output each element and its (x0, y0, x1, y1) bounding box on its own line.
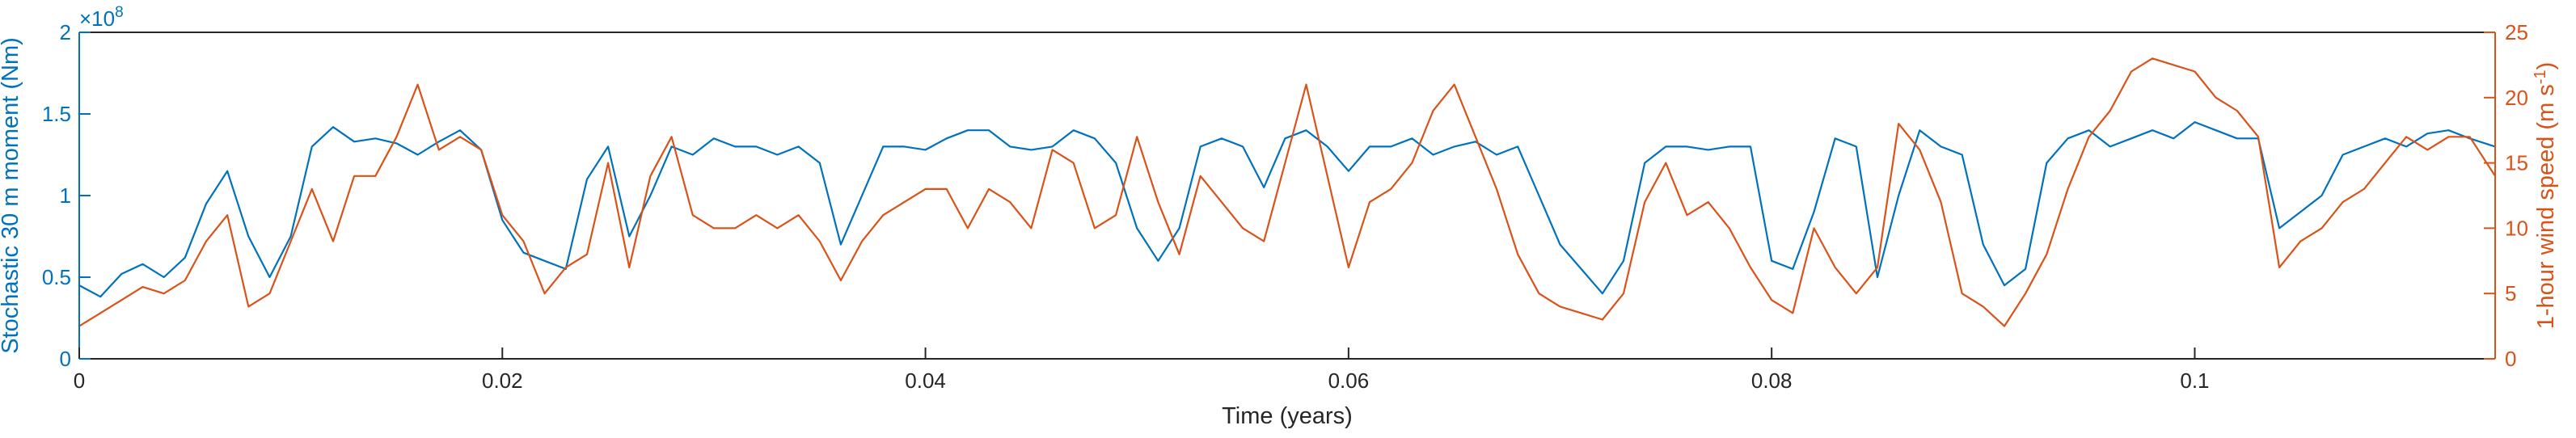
right-y-axis-label-suffix: ) (2533, 62, 2559, 70)
left-y-tick-label: 1.5 (42, 102, 71, 126)
right-y-axis-label-main: 1-hour wind speed (m s (2533, 84, 2559, 329)
left-y-tick-label: 2 (60, 20, 71, 44)
x-tick-label: 0.04 (905, 369, 946, 393)
x-tick-label: 0.02 (482, 369, 523, 393)
x-tick-label: 0.08 (1751, 369, 1793, 393)
axes-layer (78, 32, 2496, 360)
x-tick-label: 0.1 (2180, 369, 2209, 393)
right-y-axis-label-superscript: -1 (2532, 69, 2549, 84)
right-y-axis-label: 1-hour wind speed (m s-1) (2532, 62, 2559, 330)
right-y-tick-label: 15 (2505, 151, 2528, 175)
x-tick-label: 0.06 (1328, 369, 1370, 393)
right-y-tick-label: 10 (2505, 216, 2528, 240)
exponent-power: 8 (115, 4, 124, 21)
series-layer (78, 57, 2496, 327)
x-axis-label: Time (years) (1222, 403, 1353, 429)
x-tick-label: 0 (74, 369, 85, 393)
left-y-tick-label: 0 (60, 347, 71, 371)
left-y-axis-label: Stochastic 30 m moment (Nm) (0, 37, 23, 354)
right-y-tick-label: 20 (2505, 86, 2528, 110)
right-y-tick-label: 5 (2505, 281, 2516, 305)
left-y-tick-label: 1 (60, 183, 71, 208)
wind-speed-series-line (78, 57, 2496, 327)
exponent-base: ×10 (79, 6, 115, 31)
right-y-tick-label: 25 (2505, 20, 2528, 44)
left-y-tick-label: 0.5 (42, 265, 71, 289)
left-axis-exponent-label: ×108 (79, 4, 124, 31)
right-y-tick-label: 0 (2505, 347, 2516, 371)
